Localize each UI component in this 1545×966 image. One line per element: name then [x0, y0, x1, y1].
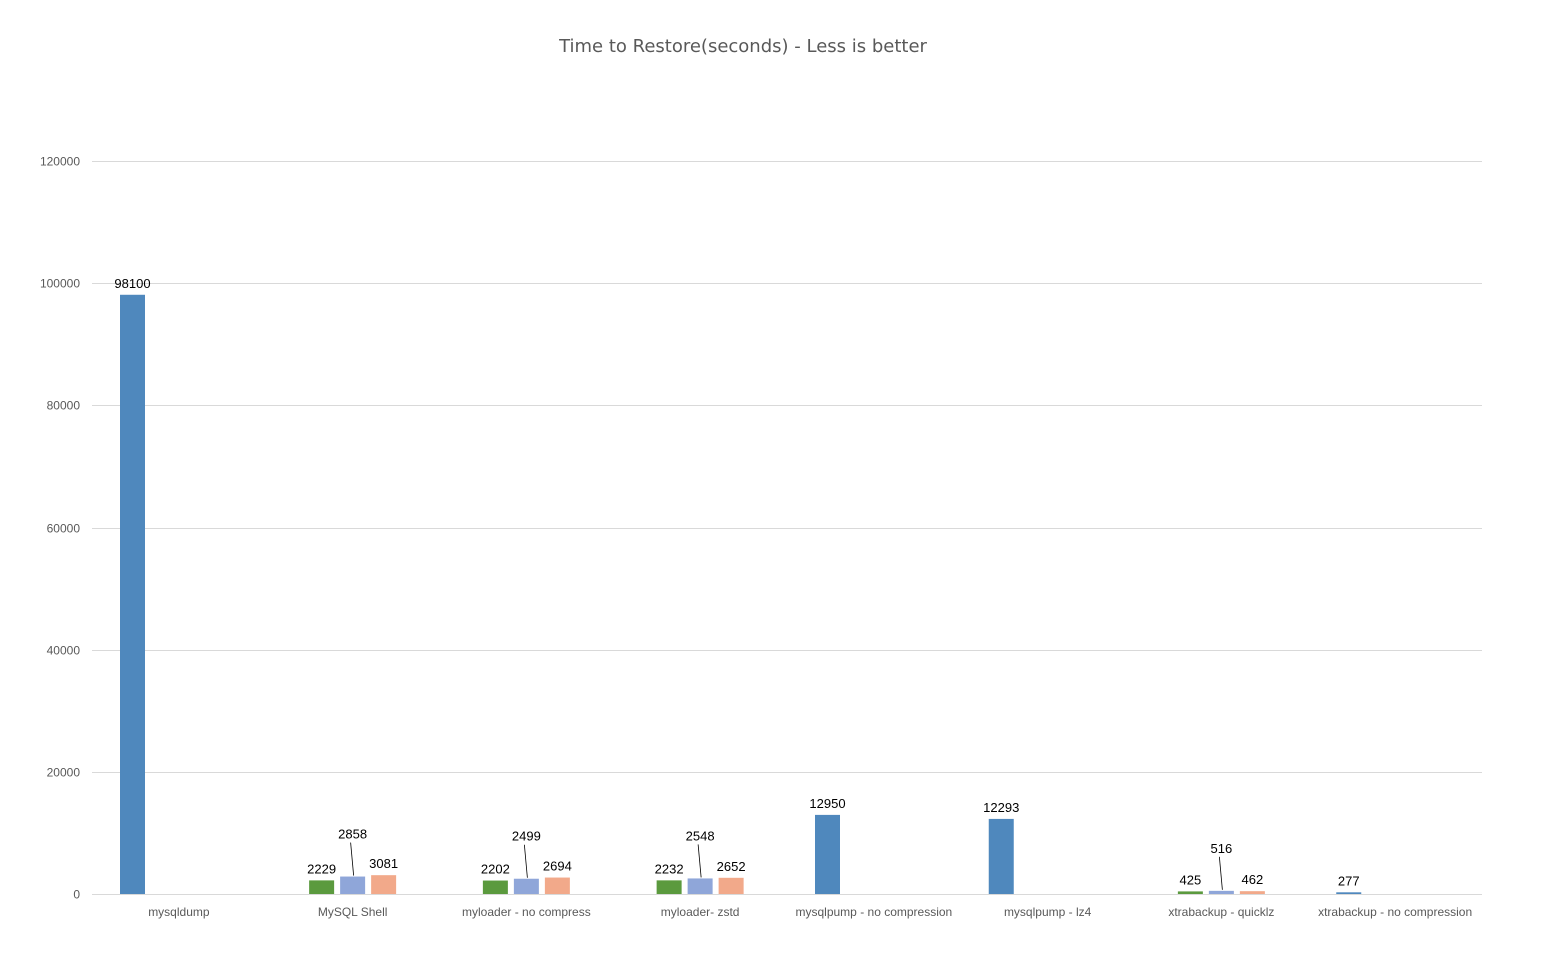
- y-tick-label: 60000: [47, 522, 81, 536]
- data-label: 425: [1180, 872, 1202, 887]
- bar: [1336, 892, 1362, 894]
- chart-title: Time to Restore(seconds) - Less is bette…: [558, 36, 927, 57]
- data-label-leader-line: [523, 844, 528, 878]
- data-label: 12950: [809, 796, 845, 811]
- bar: [1208, 890, 1234, 894]
- x-tick-label: mysqldump: [148, 905, 210, 919]
- y-tick-label: 120000: [40, 155, 80, 169]
- bar: [371, 875, 397, 894]
- x-tick-label: myloader - no compress: [462, 905, 591, 919]
- x-tick-label: myloader- zstd: [661, 905, 740, 919]
- bar: [482, 880, 508, 894]
- y-axis-tick-labels: 0 20000 40000 60000 80000 100000 120000: [40, 155, 80, 902]
- bar: [1239, 891, 1265, 894]
- y-tick-label: 100000: [40, 277, 80, 291]
- data-label: 2229: [307, 861, 336, 876]
- bar: [120, 294, 145, 895]
- bar: [340, 876, 366, 894]
- bar: [656, 880, 682, 894]
- y-tick-label: 80000: [47, 399, 81, 413]
- bar: [718, 877, 744, 894]
- data-label: 516: [1211, 841, 1233, 856]
- gridlines: [92, 161, 1482, 895]
- y-tick-label: 40000: [47, 644, 81, 658]
- data-label-leader-line: [697, 844, 702, 878]
- data-label: 2232: [655, 861, 684, 876]
- data-label: 2499: [512, 829, 541, 844]
- data-label-leader-line: [350, 842, 355, 876]
- y-tick-label: 20000: [47, 766, 81, 780]
- bar: [309, 880, 335, 894]
- bar: [815, 814, 840, 894]
- x-tick-label: mysqlpump - lz4: [1004, 905, 1092, 919]
- bar: [687, 878, 713, 894]
- x-tick-label: mysqlpump - no compression: [796, 905, 953, 919]
- data-label: 3081: [369, 856, 398, 871]
- bar: [544, 877, 570, 894]
- bar: [988, 818, 1014, 894]
- data-label: 2652: [717, 859, 746, 874]
- data-label: 98100: [114, 276, 150, 291]
- y-tick-label: 0: [73, 888, 80, 902]
- data-label: 277: [1338, 873, 1360, 888]
- bar: [513, 878, 539, 894]
- data-label: 462: [1242, 872, 1264, 887]
- x-tick-label: xtrabackup - no compression: [1318, 905, 1472, 919]
- data-label: 12293: [983, 800, 1019, 815]
- x-axis-category-labels: mysqldump MySQL Shell myloader - no compre…: [148, 905, 1472, 919]
- data-label: 2694: [543, 859, 572, 874]
- data-label: 2858: [338, 827, 367, 842]
- data-label: 2548: [686, 828, 715, 843]
- x-tick-label: MySQL Shell: [318, 905, 388, 919]
- bars: [120, 294, 1362, 895]
- data-label: 2202: [481, 862, 510, 877]
- x-tick-label: xtrabackup - quicklz: [1168, 905, 1274, 919]
- data-label-leader-line: [1218, 856, 1223, 890]
- bar: [1177, 891, 1203, 894]
